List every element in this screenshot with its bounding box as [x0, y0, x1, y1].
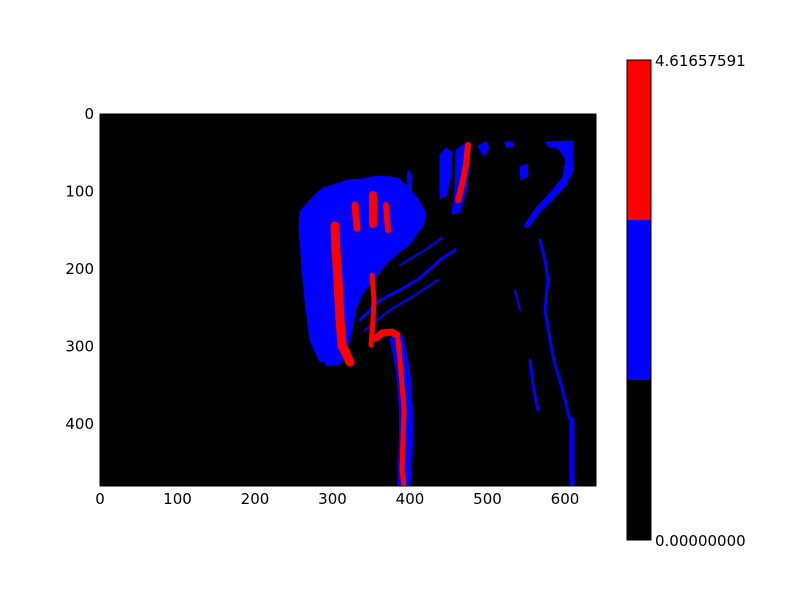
heatmap-blob	[406, 169, 413, 193]
y-tick-label: 100	[65, 183, 94, 201]
x-tick-label: 0	[95, 490, 105, 508]
x-tick-label: 400	[396, 490, 425, 508]
plot-frame	[99, 113, 597, 487]
heatmap-line	[358, 248, 457, 322]
colorbar-min-label: 0.00000000	[655, 532, 746, 550]
heatmap-line	[368, 272, 377, 348]
heatmap-line	[364, 279, 439, 331]
heatmap-line	[399, 237, 443, 266]
y-tick-label: 400	[65, 415, 94, 433]
x-tick-label: 100	[163, 490, 192, 508]
heatmap-blob	[298, 225, 327, 363]
x-tick-label: 600	[551, 490, 580, 508]
x-axis: 0 100 200 300 400 500 600	[95, 114, 579, 508]
heatmap-line	[330, 221, 355, 367]
heatmap-line	[455, 142, 471, 203]
heatmap-line	[538, 238, 572, 422]
colorbar-max-label: 4.61657591	[655, 52, 746, 70]
heatmap-blob	[389, 175, 396, 197]
colorbar-frame	[626, 59, 652, 541]
heatmap-line	[351, 201, 361, 232]
heatmap-line	[395, 337, 407, 486]
heatmap-blob	[504, 141, 515, 148]
heatmap-blob	[519, 163, 529, 181]
colorbar-segment	[627, 220, 651, 380]
heatmap-blob	[523, 140, 574, 229]
y-tick-label: 200	[65, 260, 94, 278]
x-tick-label: 200	[241, 490, 270, 508]
heatmap-blob	[477, 141, 490, 157]
heatmap-line	[514, 289, 521, 311]
heatmap-line	[383, 202, 391, 233]
heatmap-level-high-region	[330, 142, 471, 486]
heatmap-line	[372, 328, 401, 342]
y-tick-label: 300	[65, 338, 94, 356]
heatmap-line	[528, 358, 540, 412]
y-axis: 0 100 200 300 400	[65, 105, 596, 433]
colorbar-segment	[627, 380, 651, 540]
x-tick-label: 500	[473, 490, 502, 508]
heatmap-blob	[439, 147, 453, 199]
colorbar: 4.61657591 0.00000000	[626, 52, 746, 550]
x-tick-label: 300	[318, 490, 347, 508]
y-tick-label: 0	[84, 105, 94, 123]
colorbar-segment	[627, 60, 651, 220]
